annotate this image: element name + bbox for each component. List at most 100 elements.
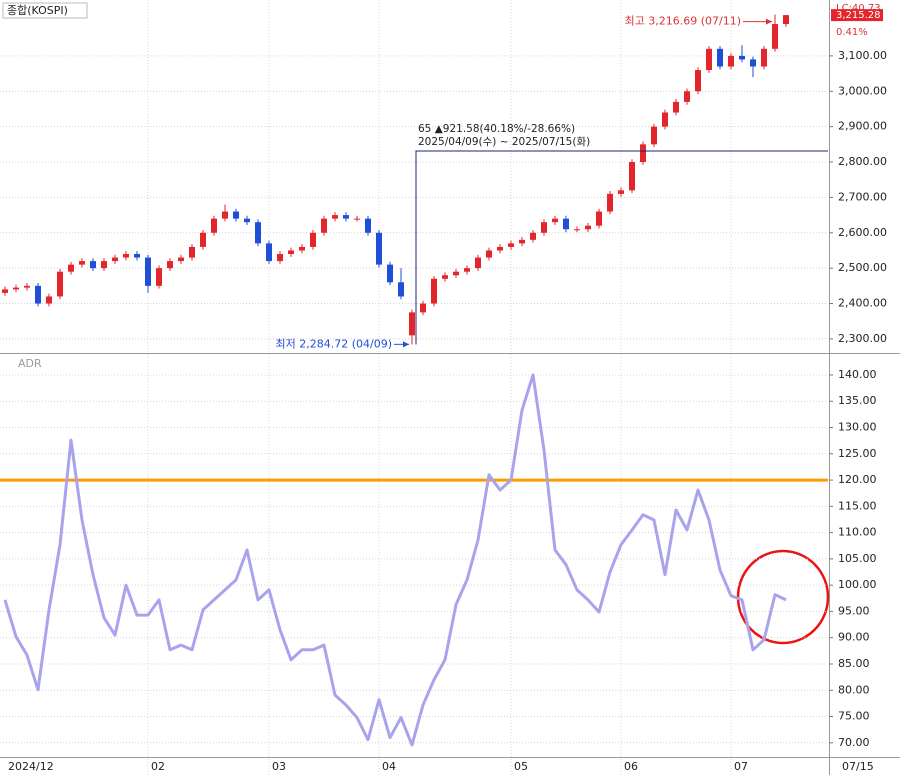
candle-body: [310, 232, 316, 247]
candle-body: [563, 218, 569, 230]
candle-body: [211, 218, 217, 233]
y-tick-label: 2,400.00: [838, 297, 887, 310]
measure-text: 65 ▲921.58(40.18%/-28.66%): [418, 123, 575, 135]
y-tick-label: 140.00: [838, 368, 877, 381]
candle-body: [156, 268, 162, 286]
candle-body: [453, 271, 459, 276]
candle-body: [728, 55, 734, 67]
candle-body: [266, 243, 272, 262]
y-tick-label: 110.00: [838, 526, 877, 539]
candle-body: [222, 211, 228, 219]
candle-body: [717, 48, 723, 67]
x-tick-label: 02: [151, 760, 165, 773]
candle-body: [2, 289, 8, 293]
candle-body: [112, 257, 118, 262]
candle-body: [618, 190, 624, 194]
candle-body: [57, 271, 63, 297]
candle-body: [585, 225, 591, 230]
lc-label: LC:40.73: [836, 3, 881, 14]
candle-body: [178, 257, 184, 262]
x-tick-label: 2024/12: [8, 760, 54, 773]
candle-body: [24, 285, 30, 288]
candle-body: [750, 59, 756, 67]
candle-body: [123, 254, 129, 258]
candle-body: [288, 250, 294, 255]
candle-body: [596, 211, 602, 226]
candle-body: [79, 261, 85, 265]
y-tick-label: 2,500.00: [838, 261, 887, 274]
candle-body: [13, 287, 19, 290]
candle-body: [629, 162, 635, 191]
y-tick-label: 3,100.00: [838, 49, 887, 62]
y-tick-label: 115.00: [838, 499, 877, 512]
candle-body: [640, 144, 646, 163]
candle-body: [365, 218, 371, 233]
y-tick-label: 80.00: [838, 683, 870, 696]
candle-body: [167, 261, 173, 269]
candle-body: [244, 218, 250, 223]
y-tick-label: 2,700.00: [838, 190, 887, 203]
candle-body: [134, 254, 140, 258]
candle-body: [541, 222, 547, 233]
candle-body: [706, 48, 712, 71]
candle-body: [321, 218, 327, 233]
y-tick-label: 100.00: [838, 578, 877, 591]
candle-body: [354, 218, 360, 220]
y-tick-label: 120.00: [838, 473, 877, 486]
y-tick-label: 125.00: [838, 447, 877, 460]
last-price-label: 3,215.28: [836, 10, 881, 21]
title-box: [2, 2, 88, 19]
change-label: 0.41%: [836, 27, 868, 38]
candle-body: [189, 246, 195, 258]
candle-body: [376, 232, 382, 265]
y-tick-label: 2,300.00: [838, 332, 887, 345]
high-label: 최고 3,216.69 (07/11): [624, 15, 741, 28]
candle-body: [255, 222, 261, 244]
measure-line: [415, 150, 828, 345]
candle-body: [761, 48, 767, 67]
candle-body: [783, 15, 789, 25]
candle-body: [673, 101, 679, 113]
candle-body: [409, 312, 415, 336]
candle-body: [68, 264, 74, 272]
candle-body: [233, 211, 239, 219]
y-tick-label: 95.00: [838, 604, 870, 617]
x-tick-label: 03: [272, 760, 286, 773]
candle-body: [475, 257, 481, 269]
y-tick-label: 75.00: [838, 710, 870, 723]
candle-body: [651, 126, 657, 145]
candle-body: [508, 243, 514, 247]
candle-body: [574, 229, 580, 231]
y-tick-label: 2,900.00: [838, 120, 887, 133]
measure-text: 2025/04/09(수) ~ 2025/07/15(화): [418, 136, 590, 148]
y-tick-label: 85.00: [838, 657, 870, 670]
y-tick-label: 2,800.00: [838, 155, 887, 168]
candle-body: [145, 257, 151, 286]
chart-title: 종합(KOSPI): [7, 4, 68, 17]
candle-body: [101, 261, 107, 269]
y-tick-label: 70.00: [838, 736, 870, 749]
x-end-label: 07/15: [842, 760, 874, 773]
candle-body: [431, 278, 437, 304]
candle-body: [35, 285, 41, 304]
candle-body: [387, 264, 393, 283]
candle-body: [332, 215, 338, 219]
candle-body: [46, 296, 52, 304]
y-tick-label: 105.00: [838, 552, 877, 565]
candle-body: [442, 275, 448, 279]
candle-body: [200, 232, 206, 247]
last-price-box: [831, 9, 883, 22]
candle-body: [684, 91, 690, 102]
candle-body: [464, 268, 470, 272]
candle-body: [519, 239, 525, 244]
y-tick-label: 3,000.00: [838, 84, 887, 97]
panel-title: ADR: [18, 357, 42, 370]
candle-body: [772, 24, 778, 49]
candle-body: [420, 303, 426, 313]
candle-body: [343, 215, 349, 219]
candle-body: [530, 232, 536, 240]
candle-body: [739, 55, 745, 60]
